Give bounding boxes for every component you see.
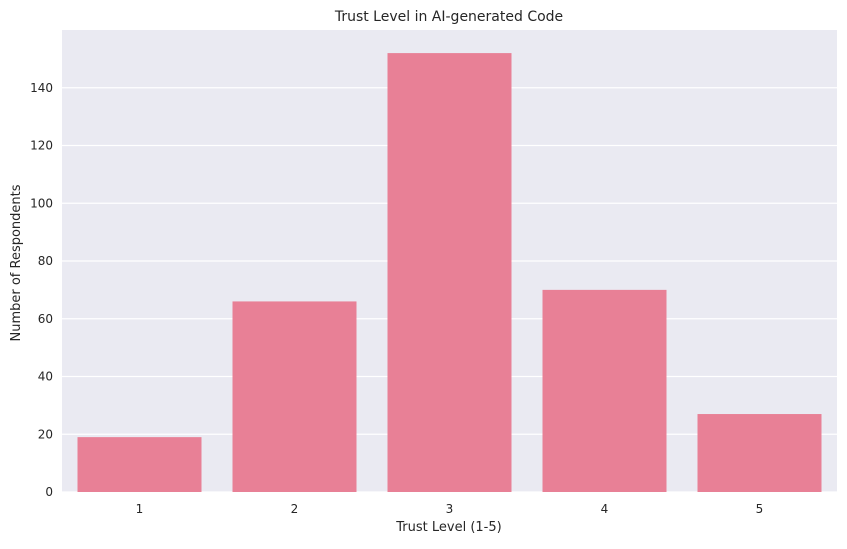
bars (77, 53, 822, 492)
x-tick-label: 5 (756, 502, 764, 516)
x-tick-label: 3 (446, 502, 454, 516)
x-tick-label: 4 (601, 502, 609, 516)
bar-4 (542, 289, 667, 492)
bar-3 (387, 53, 512, 492)
y-tick-labels: 0 20 40 60 80 100 120 140 (30, 81, 53, 499)
x-tick-label: 2 (291, 502, 299, 516)
chart-title: Trust Level in AI-generated Code (334, 9, 563, 25)
y-tick-label: 100 (30, 196, 53, 210)
bar-2 (232, 301, 357, 492)
y-axis-label: Number of Respondents (9, 184, 24, 341)
x-axis-label: Trust Level (1-5) (395, 520, 501, 535)
y-tick-label: 120 (30, 139, 53, 153)
x-tick-labels: 1 2 3 4 5 (136, 502, 764, 516)
y-tick-label: 60 (38, 312, 53, 326)
y-tick-label: 20 (38, 427, 53, 441)
y-tick-label: 40 (38, 370, 53, 384)
bar-5 (697, 414, 822, 492)
y-tick-label: 80 (38, 254, 53, 268)
x-tick-label: 1 (136, 502, 144, 516)
bar-1 (77, 437, 202, 492)
y-tick-label: 0 (45, 485, 53, 499)
y-tick-label: 140 (30, 81, 53, 95)
